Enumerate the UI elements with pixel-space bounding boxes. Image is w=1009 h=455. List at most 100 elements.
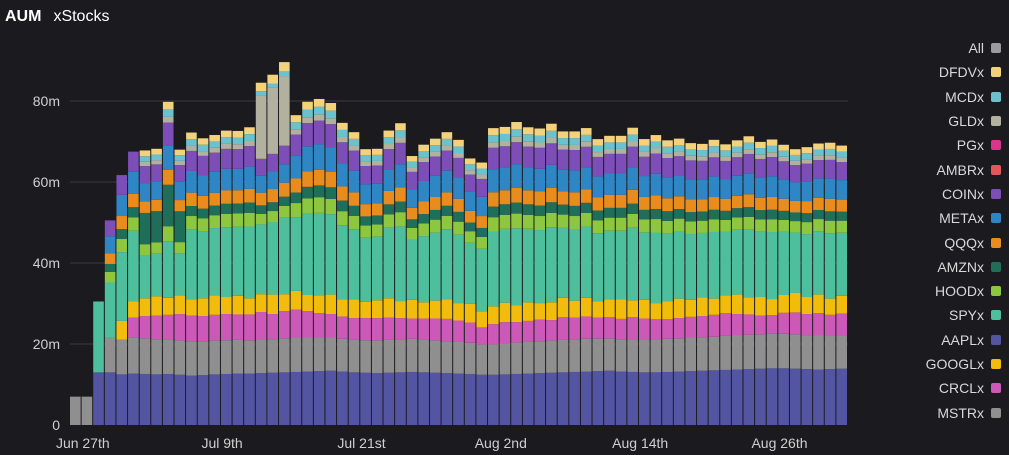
- bar-segment-mcdx[interactable]: [836, 151, 847, 158]
- bar-segment-googlx[interactable]: [325, 294, 337, 315]
- bar-segment-coinx[interactable]: [662, 158, 673, 178]
- bar-segment-qqqx[interactable]: [755, 197, 766, 211]
- bar-segment-metax[interactable]: [279, 164, 290, 183]
- bar-segment-dfdvx[interactable]: [662, 140, 673, 147]
- bar-segment-googlx[interactable]: [337, 299, 348, 317]
- bar-segment-crclx[interactable]: [453, 320, 464, 342]
- bar-segment-dfdvx[interactable]: [197, 138, 209, 145]
- bar-segment-qqqx[interactable]: [418, 201, 429, 215]
- bar-segment-amznx[interactable]: [232, 203, 244, 214]
- bar-segment-spyx[interactable]: [650, 232, 662, 304]
- bar-segment-coinx[interactable]: [453, 157, 464, 178]
- bar-segment-googlx[interactable]: [464, 303, 476, 323]
- bar-segment-metax[interactable]: [139, 183, 151, 202]
- bar-segment-mstrx[interactable]: [836, 335, 847, 369]
- bar-segment-crclx[interactable]: [139, 316, 151, 339]
- bar-segment-aaplx[interactable]: [383, 372, 395, 425]
- bar-segment-metax[interactable]: [162, 145, 174, 170]
- bar-segment-hoodx[interactable]: [766, 219, 778, 233]
- bar-segment-amznx[interactable]: [325, 187, 337, 199]
- bar-segment-crclx[interactable]: [685, 316, 697, 338]
- legend-item-mcdx[interactable]: MCDx: [871, 85, 1001, 109]
- bar-segment-aaplx[interactable]: [139, 373, 151, 425]
- bar-segment-mstrx[interactable]: [453, 341, 464, 374]
- bar-segment-aaplx[interactable]: [766, 368, 778, 425]
- bar-segment-hoodx[interactable]: [824, 220, 836, 234]
- bar-segment-mcdx[interactable]: [685, 149, 697, 156]
- bar-segment-amznx[interactable]: [673, 209, 685, 219]
- bar-segment-spyx[interactable]: [569, 229, 580, 301]
- bar-segment-gldx[interactable]: [383, 144, 395, 150]
- bar-segment-aaplx[interactable]: [824, 369, 836, 425]
- bar-segment-hoodx[interactable]: [360, 225, 371, 238]
- bar-segment-mcdx[interactable]: [441, 138, 453, 146]
- bar-segment-qqqx[interactable]: [290, 178, 302, 193]
- bar-segment-crclx[interactable]: [128, 317, 139, 338]
- bar-segment-hoodx[interactable]: [220, 213, 232, 228]
- bar-segment-mcdx[interactable]: [546, 130, 557, 138]
- bar-segment-dfdvx[interactable]: [488, 128, 499, 136]
- bar-segment-coinx[interactable]: [708, 157, 720, 177]
- bar-segment-googlx[interactable]: [488, 306, 499, 325]
- bar-segment-mstrx[interactable]: [673, 338, 685, 372]
- bar-segment-spyx[interactable]: [395, 226, 406, 302]
- bar-segment-metax[interactable]: [697, 179, 708, 200]
- bar-segment-mstrx[interactable]: [441, 341, 453, 374]
- bar-segment-mstrx[interactable]: [220, 340, 232, 374]
- bar-segment-spyx[interactable]: [406, 239, 418, 300]
- bar-segment-hoodx[interactable]: [650, 219, 662, 233]
- bar-segment-hoodx[interactable]: [708, 219, 720, 232]
- bar-segment-gldx[interactable]: [220, 143, 232, 149]
- bar-segment-crclx[interactable]: [290, 309, 302, 338]
- bar-segment-hoodx[interactable]: [522, 214, 534, 229]
- bar-segment-qqqx[interactable]: [743, 194, 755, 208]
- bar-segment-coinx[interactable]: [162, 122, 174, 146]
- bar-segment-mcdx[interactable]: [244, 134, 255, 141]
- legend-item-aaplx[interactable]: AAPLx: [871, 328, 1001, 352]
- bar-segment-metax[interactable]: [371, 183, 383, 204]
- bar-segment-spyx[interactable]: [592, 233, 604, 302]
- bar-segment-amznx[interactable]: [360, 216, 371, 226]
- bar-segment-qqqx[interactable]: [836, 199, 847, 212]
- bar-segment-mcdx[interactable]: [476, 168, 488, 175]
- legend-item-googlx[interactable]: GOOGLx: [871, 352, 1001, 376]
- bar-segment-crclx[interactable]: [348, 318, 360, 340]
- bar-segment-aaplx[interactable]: [557, 372, 569, 425]
- bar-segment-coinx[interactable]: [789, 164, 801, 183]
- bar-segment-coinx[interactable]: [383, 149, 395, 170]
- bar-segment-mstrx[interactable]: [569, 339, 580, 372]
- bar-segment-spyx[interactable]: [708, 231, 720, 299]
- bar-segment-mstrx[interactable]: [685, 337, 697, 372]
- bar-segment-dfdvx[interactable]: [836, 145, 847, 152]
- bar-segment-coinx[interactable]: [441, 150, 453, 171]
- bar-segment-gldx[interactable]: [476, 174, 488, 179]
- bar-segment-coinx[interactable]: [337, 142, 348, 164]
- bar-segment-metax[interactable]: [255, 175, 267, 193]
- bar-segment-metax[interactable]: [464, 191, 476, 211]
- bar-segment-spyx[interactable]: [151, 253, 162, 297]
- bar-segment-qqqx[interactable]: [197, 195, 209, 209]
- bar-segment-mcdx[interactable]: [569, 138, 580, 145]
- bar-segment-dfdvx[interactable]: [337, 122, 348, 130]
- bar-segment-dfdvx[interactable]: [604, 135, 615, 143]
- bar-segment-coinx[interactable]: [197, 155, 209, 176]
- bar-segment-mstrx[interactable]: [580, 338, 592, 372]
- bar-segment-coinx[interactable]: [546, 143, 557, 165]
- bar-segment-amznx[interactable]: [220, 203, 232, 214]
- bar-segment-mstrx[interactable]: [557, 339, 569, 373]
- bar-segment-dfdvx[interactable]: [673, 138, 685, 146]
- bar-segment-amznx[interactable]: [650, 208, 662, 220]
- bar-segment-hoodx[interactable]: [743, 216, 755, 230]
- bar-segment-gldx[interactable]: [441, 145, 453, 151]
- bar-segment-qqqx[interactable]: [708, 197, 720, 210]
- bar-segment-qqqx[interactable]: [186, 192, 197, 207]
- bar-segment-spyx[interactable]: [801, 234, 813, 298]
- bar-segment-amznx[interactable]: [662, 211, 673, 221]
- bar-segment-aaplx[interactable]: [534, 373, 546, 425]
- bar-segment-amznx[interactable]: [290, 192, 302, 204]
- bar-segment-coinx[interactable]: [244, 146, 255, 167]
- bar-segment-metax[interactable]: [232, 168, 244, 191]
- bar-segment-qqqx[interactable]: [151, 199, 162, 212]
- bar-segment-amznx[interactable]: [743, 207, 755, 217]
- bar-segment-mcdx[interactable]: [139, 156, 151, 162]
